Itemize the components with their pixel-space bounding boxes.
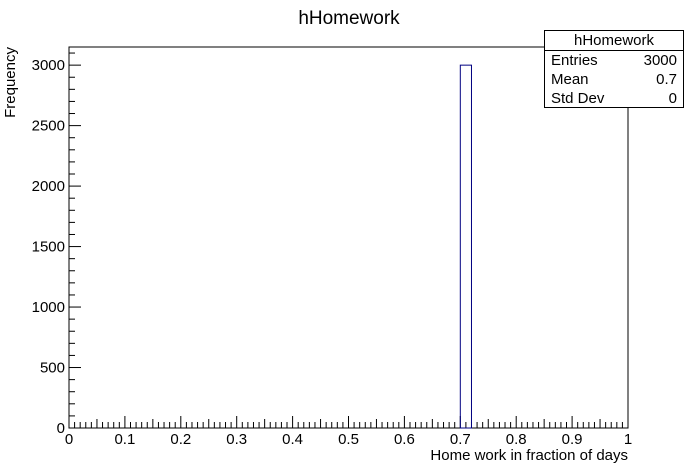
stats-value: 0.7 [656,71,677,88]
stats-box: hHomework Entries 3000 Mean 0.7 Std Dev … [544,30,684,108]
stats-label: Entries [551,52,598,69]
y-tick-label: 0 [57,420,65,437]
y-axis: 0 500 1000 1500 2000 2500 3000 [32,52,81,437]
stats-label: Mean [551,71,589,88]
stats-row-mean: Mean 0.7 [545,70,683,89]
x-axis: 0 0.1 0.2 0.3 0.4 0.5 0.6 0.7 0.8 0.9 1 [65,416,632,448]
x-tick-label: 0.4 [282,431,303,448]
histogram-bar [459,64,472,429]
y-tick-label: 2500 [32,118,65,135]
x-axis-label: Home work in fraction of days [430,447,628,464]
x-tick-label: 0.3 [226,431,247,448]
y-tick-label: 1000 [32,299,65,316]
x-tick-label: 0 [65,431,73,448]
x-tick-label: 0.5 [338,431,359,448]
y-tick-label: 2000 [32,178,65,195]
stats-row-stddev: Std Dev 0 [545,89,683,108]
y-tick-label: 500 [40,360,65,377]
x-tick-label: 0.7 [450,431,471,448]
x-tick-label: 1 [624,431,632,448]
y-tick-label: 1500 [32,239,65,256]
x-tick-label: 0.6 [394,431,415,448]
y-tick-label: 3000 [32,57,65,74]
x-tick-label: 0.1 [114,431,135,448]
x-tick-label: 0.2 [170,431,191,448]
x-tick-label: 0.8 [506,431,527,448]
stats-value: 3000 [643,52,677,69]
stats-label: Std Dev [551,90,605,107]
histogram-bars [459,64,472,429]
y-axis-label: Frequency [2,47,19,118]
stats-row-entries: Entries 3000 [545,51,683,70]
stats-title: hHomework [545,31,683,51]
stats-value: 0 [668,90,677,107]
x-tick-label: 0.9 [562,431,583,448]
chart-title: hHomework [298,8,400,29]
